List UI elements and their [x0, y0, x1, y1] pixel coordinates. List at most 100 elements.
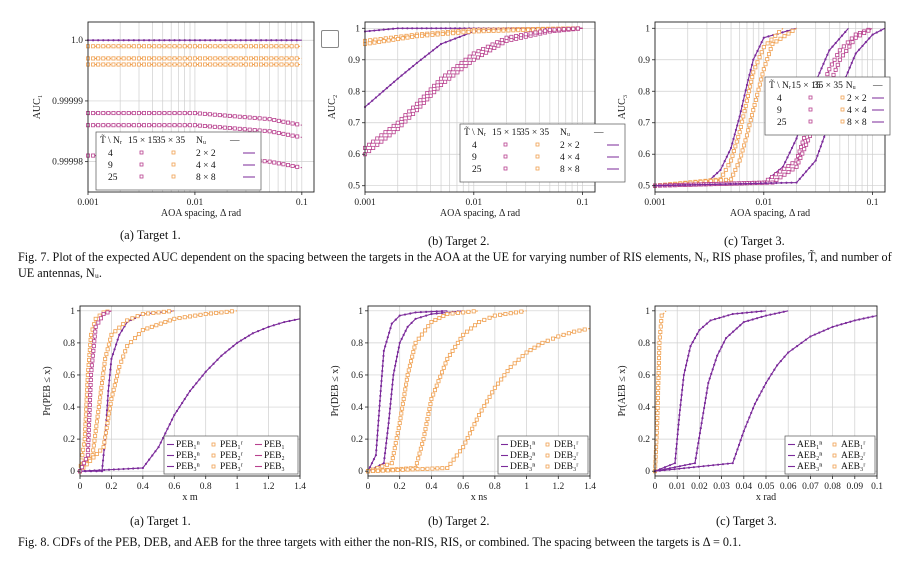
data-point — [248, 44, 253, 49]
data-point — [102, 448, 106, 451]
data-point — [386, 426, 390, 430]
data-point — [849, 36, 854, 41]
legend-entry: AEB₂ʳ — [841, 451, 865, 461]
data-point — [374, 454, 378, 457]
data-point — [509, 34, 514, 39]
data-point — [170, 418, 174, 421]
data-point — [157, 62, 162, 67]
data-point — [412, 345, 417, 350]
image-tool-icon[interactable] — [321, 30, 339, 48]
data-point — [106, 56, 111, 61]
y-tick-label: 0.5 — [348, 182, 360, 192]
data-point — [756, 317, 759, 320]
data-point — [796, 160, 801, 165]
data-point — [793, 142, 796, 145]
data-point — [834, 41, 837, 45]
data-point — [102, 454, 105, 457]
data-point — [289, 44, 294, 49]
data-point — [81, 461, 86, 466]
data-point — [90, 358, 95, 363]
data-point — [96, 123, 101, 128]
data-point — [387, 133, 392, 138]
data-point — [475, 55, 480, 60]
data-point — [83, 412, 88, 417]
data-point — [295, 39, 298, 42]
x-tick-label: 0.02 — [691, 482, 708, 492]
data-point — [760, 72, 765, 77]
data-point — [426, 412, 431, 417]
data-point — [217, 113, 222, 118]
data-point — [109, 332, 114, 337]
data-point — [214, 39, 217, 42]
data-point — [111, 387, 116, 392]
legend-entry: PEB₁ʳ — [220, 440, 243, 450]
series-line — [367, 310, 464, 472]
data-point — [770, 42, 775, 47]
data-point — [177, 316, 182, 321]
data-point — [508, 311, 513, 316]
data-point — [538, 29, 543, 34]
data-point — [144, 462, 148, 465]
y-axis-label: AUC₁ — [32, 95, 43, 120]
data-point — [117, 39, 120, 42]
data-point — [396, 77, 399, 80]
data-point — [479, 408, 484, 413]
data-point — [718, 316, 721, 319]
data-point — [655, 411, 660, 416]
data-point — [117, 364, 122, 369]
data-point — [88, 342, 93, 347]
data-point — [879, 29, 882, 32]
data-point — [397, 346, 400, 349]
data-point — [782, 34, 787, 39]
data-point — [289, 56, 294, 61]
data-point — [463, 57, 468, 62]
data-point — [840, 323, 843, 326]
data-point — [768, 47, 773, 52]
data-point — [678, 413, 681, 417]
data-point — [411, 111, 416, 116]
data-point — [693, 336, 697, 340]
y-tick-label: 0.8 — [351, 339, 363, 349]
data-point — [181, 401, 184, 405]
data-point — [93, 329, 98, 334]
data-point — [135, 314, 140, 319]
data-point — [425, 310, 428, 313]
data-point — [430, 466, 435, 471]
legend-entry: AEB₃ʳ — [841, 462, 865, 472]
data-point — [481, 29, 486, 34]
data-point — [395, 120, 400, 125]
data-point — [835, 53, 840, 58]
data-point — [448, 461, 453, 466]
data-point — [102, 39, 105, 42]
data-point — [162, 62, 167, 67]
data-point — [247, 115, 252, 120]
data-point — [738, 124, 743, 129]
data-point — [734, 139, 739, 144]
data-point — [173, 413, 176, 417]
data-point — [272, 324, 275, 327]
data-point — [476, 320, 481, 325]
data-point — [131, 62, 136, 67]
data-point — [368, 466, 372, 469]
data-point — [678, 465, 682, 468]
legend-entry: DEB₁ʳ — [554, 440, 578, 450]
data-point — [428, 87, 433, 92]
data-point — [425, 97, 430, 102]
data-point — [749, 182, 753, 185]
data-point — [469, 326, 474, 331]
data-point — [290, 133, 295, 138]
data-point — [423, 55, 427, 58]
x-axis-label: x rad — [756, 492, 776, 503]
data-point — [208, 311, 213, 316]
data-point — [89, 368, 94, 373]
data-point — [136, 44, 141, 49]
data-point — [420, 466, 425, 471]
data-point — [218, 44, 223, 49]
data-point — [722, 341, 725, 344]
data-point — [178, 39, 181, 42]
data-point — [698, 431, 702, 435]
data-point — [88, 393, 93, 398]
data-point — [106, 416, 111, 421]
data-point — [679, 403, 682, 407]
legend-header: 15 × 15 — [791, 81, 820, 91]
